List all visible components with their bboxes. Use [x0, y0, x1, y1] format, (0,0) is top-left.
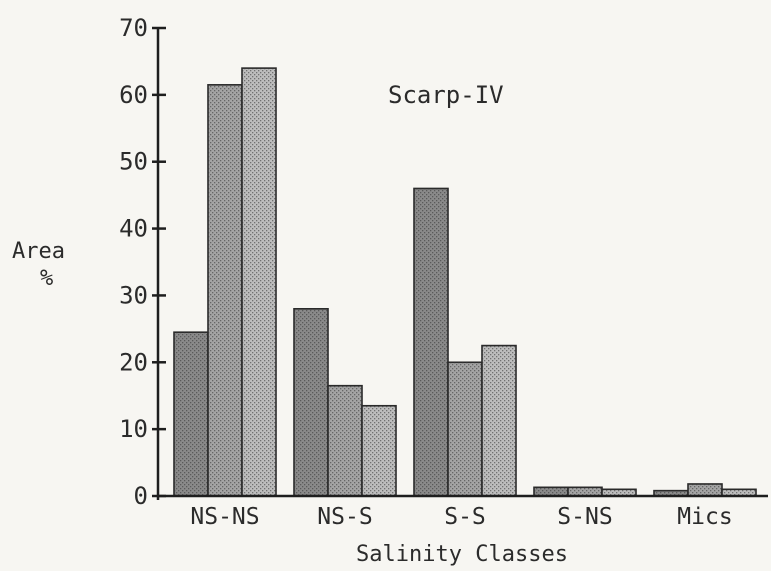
bar-texture — [294, 308, 328, 496]
category-label: NS-S — [317, 504, 372, 530]
category-label: S-S — [444, 504, 486, 530]
bar-texture — [242, 68, 276, 496]
bars — [173, 67, 757, 497]
bar-texture — [534, 487, 568, 496]
y-tick-label: 70 — [119, 14, 148, 42]
y-tick-label: 60 — [119, 81, 148, 109]
y-tick-label: 40 — [119, 215, 148, 243]
y-tick-label: 50 — [119, 148, 148, 176]
bar-texture — [568, 487, 602, 496]
bar-texture — [208, 84, 242, 496]
bar-texture — [414, 188, 448, 496]
y-tick-label: 0 — [134, 482, 148, 510]
bar-texture — [654, 490, 688, 496]
chart-title: Scarp-IV — [388, 81, 504, 109]
y-axis-title-line1: Area — [12, 239, 65, 264]
x-axis-title: Salinity Classes — [356, 542, 568, 567]
bar-texture — [328, 385, 362, 496]
category-label: NS-NS — [190, 504, 259, 530]
bar-texture — [174, 332, 208, 496]
category-label: S-NS — [557, 504, 612, 530]
y-tick-label: 30 — [119, 281, 148, 309]
y-axis-ticks: 0 10 20 30 40 50 60 70 — [119, 14, 166, 510]
bar-texture — [688, 483, 722, 496]
category-label: Mics — [677, 504, 732, 530]
bar-texture — [362, 405, 396, 496]
y-tick-label: 20 — [119, 348, 148, 376]
bar-texture — [602, 489, 636, 496]
x-axis-categories: NS-NS NS-S S-S S-NS Mics — [190, 504, 732, 530]
y-axis-title-line2: % — [40, 266, 53, 291]
bar-texture — [722, 489, 756, 496]
bar-texture — [482, 345, 516, 496]
bar-texture — [448, 362, 482, 496]
y-tick-label: 10 — [119, 415, 148, 443]
